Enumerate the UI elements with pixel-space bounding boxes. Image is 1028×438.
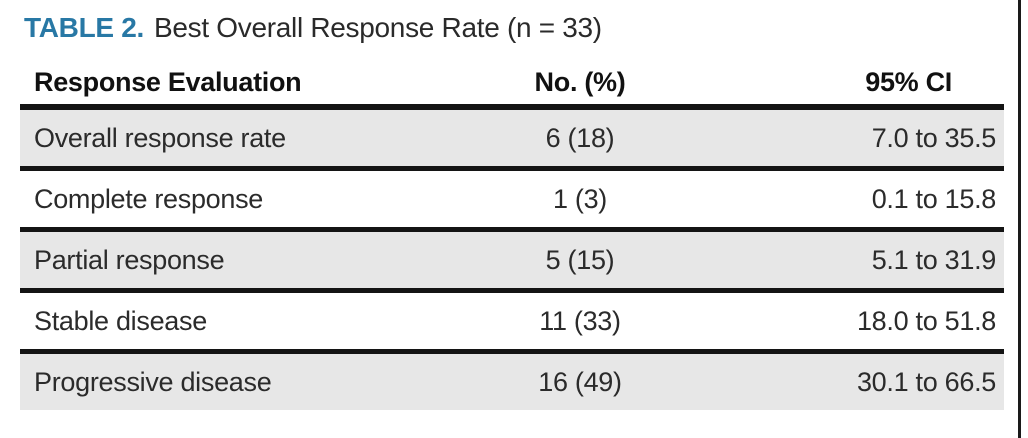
- table-row: Stable disease 11 (33) 18.0 to 51.8: [20, 293, 1004, 354]
- cell-evaluation: Partial response: [34, 244, 225, 275]
- table-row: Progressive disease 16 (49) 30.1 to 66.5: [20, 354, 1004, 410]
- cell-ci: 5.1 to 31.9: [871, 244, 997, 275]
- table-header-row: Response Evaluation No. (%) 95% CI: [20, 54, 1004, 110]
- cell-no-pct: 6 (18): [545, 122, 615, 153]
- cell-no-pct: 11 (33): [539, 305, 621, 336]
- cell-evaluation: Stable disease: [34, 305, 207, 336]
- page-column-rule: [1018, 0, 1021, 438]
- cell-ci: 18.0 to 51.8: [856, 305, 996, 336]
- table-row: Partial response 5 (15) 5.1 to 31.9: [20, 232, 1004, 293]
- table-row: Complete response 1 (3) 0.1 to 15.8: [20, 171, 1004, 232]
- column-header-no-pct: No. (%): [534, 67, 626, 97]
- cell-no-pct: 1 (3): [552, 183, 608, 214]
- cell-evaluation: Complete response: [34, 183, 264, 214]
- cell-no-pct: 5 (15): [545, 244, 615, 275]
- cell-ci: 0.1 to 15.8: [871, 183, 997, 214]
- cell-no-pct: 16 (49): [538, 366, 622, 397]
- cell-ci: 30.1 to 66.5: [856, 366, 996, 397]
- cell-evaluation: Progressive disease: [34, 366, 272, 397]
- table-title: TABLE 2. Best Overall Response Rate (n = …: [20, 8, 1004, 54]
- table-2-container: TABLE 2. Best Overall Response Rate (n = …: [20, 8, 1004, 410]
- cell-evaluation: Overall response rate: [34, 122, 286, 153]
- cell-ci: 7.0 to 35.5: [871, 122, 997, 153]
- column-header-response-evaluation: Response Evaluation: [34, 67, 302, 97]
- column-header-95-ci: 95% CI: [865, 67, 952, 97]
- table-title-text: Best Overall Response Rate (n = 33): [153, 12, 602, 43]
- table-row: Overall response rate 6 (18) 7.0 to 35.5: [20, 110, 1004, 171]
- table-number-label: TABLE 2.: [24, 12, 144, 43]
